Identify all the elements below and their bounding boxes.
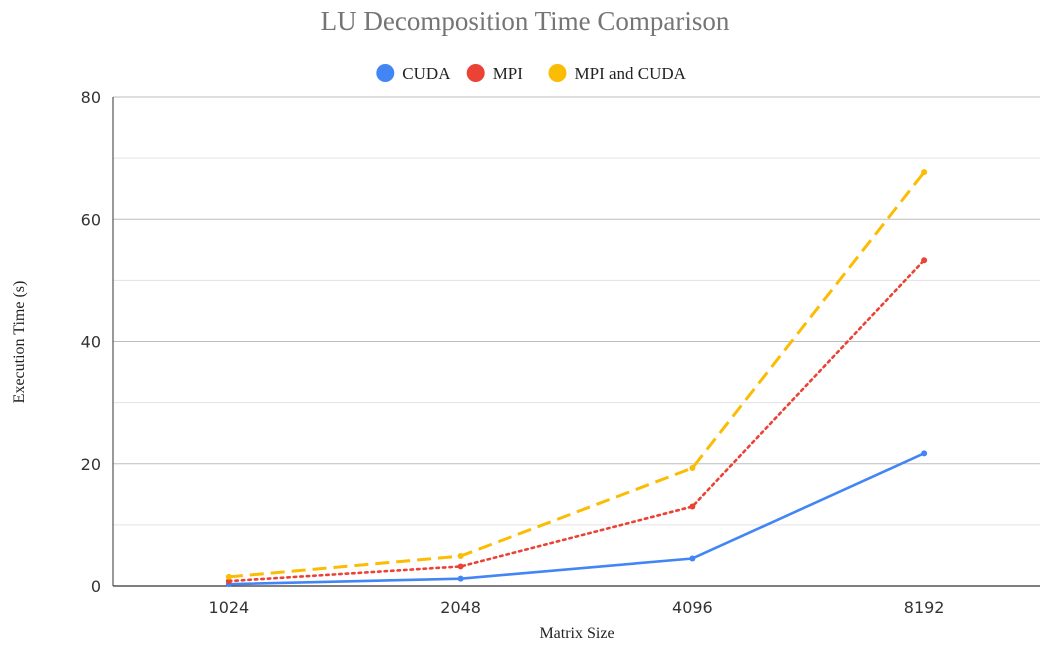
- data-point: [225, 578, 232, 585]
- grid-lines: [112, 96, 1040, 587]
- series-mpi-and-cuda: [225, 169, 928, 580]
- y-axis-ticks: 0 20 40 60 80: [81, 88, 101, 596]
- y-tick-label: 60: [81, 210, 101, 229]
- y-tick-label: 80: [81, 88, 101, 107]
- legend-marker: [376, 64, 395, 82]
- legend-item: MPI: [466, 64, 524, 83]
- x-axis-ticks: 1024 2048 4096 8192: [209, 598, 945, 617]
- x-tick-label: 2048: [440, 598, 481, 617]
- series-cuda: [225, 450, 928, 588]
- data-point: [921, 450, 928, 457]
- data-point: [689, 503, 696, 510]
- y-tick-label: 40: [81, 333, 101, 352]
- y-tick-label: 20: [81, 455, 101, 474]
- data-point: [689, 465, 696, 472]
- legend: CUDA MPI MPI and CUDA: [376, 64, 687, 83]
- x-tick-label: 8192: [904, 598, 945, 617]
- chart-title: LU Decomposition Time Comparison: [321, 6, 730, 36]
- data-point: [921, 257, 928, 264]
- legend-label: CUDA: [402, 64, 451, 83]
- x-axis-label: Matrix Size: [539, 625, 614, 642]
- series-line: [227, 258, 926, 583]
- data-point: [921, 169, 928, 176]
- legend-item: MPI and CUDA: [548, 64, 687, 83]
- y-tick-label: 0: [91, 577, 101, 596]
- legend-label: MPI and CUDA: [575, 64, 687, 83]
- y-axis-label: Execution Time (s): [11, 281, 28, 404]
- series-mpi: [225, 257, 928, 585]
- data-point: [689, 555, 696, 562]
- data-point: [457, 553, 464, 560]
- legend-marker: [466, 64, 485, 82]
- legend-marker: [548, 64, 567, 82]
- legend-item: CUDA: [376, 64, 451, 83]
- series-line: [228, 171, 926, 579]
- data-point: [225, 573, 232, 580]
- legend-label: MPI: [493, 64, 524, 83]
- data-point: [457, 563, 464, 570]
- x-tick-label: 1024: [209, 598, 250, 617]
- x-tick-label: 4096: [672, 598, 713, 617]
- data-point: [457, 575, 464, 582]
- series-line: [228, 452, 925, 586]
- series-layer: [225, 169, 928, 588]
